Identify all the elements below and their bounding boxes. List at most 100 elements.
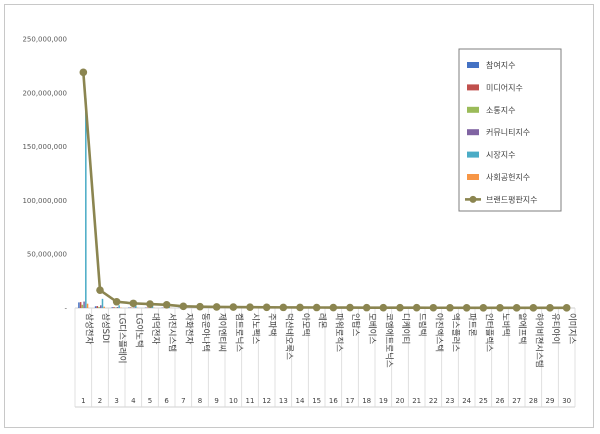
line-point xyxy=(446,303,454,312)
legend-point-swatch xyxy=(469,195,477,203)
category-label: 시노펙스 xyxy=(250,313,261,344)
line-point xyxy=(396,303,404,312)
legend-label: 브랜드평판지수 xyxy=(486,194,538,204)
category-label: 삼성SDI xyxy=(100,313,111,343)
chart-svg: 250,000,000200,000,000150,000,000100,000… xyxy=(22,36,578,408)
bar xyxy=(85,98,87,309)
category-index-label: 13 xyxy=(279,397,288,405)
bar xyxy=(113,307,115,308)
category-index-label: 6 xyxy=(164,397,169,405)
line-point xyxy=(229,303,238,311)
category-index-label: 30 xyxy=(562,397,571,405)
category-label: 하이비젼시스템 xyxy=(533,313,544,368)
y-tick-label: - xyxy=(64,305,67,313)
category-index-label: 22 xyxy=(429,397,438,405)
category-index-label: 16 xyxy=(329,397,338,405)
legend-label: 미디어지수 xyxy=(486,82,523,92)
category-index-label: 19 xyxy=(379,397,388,405)
category-label: 켐트로닉스 xyxy=(233,313,244,352)
category-index-label: 26 xyxy=(496,397,505,405)
legend-swatch xyxy=(467,62,479,68)
bar xyxy=(133,307,135,308)
bar xyxy=(98,306,100,308)
bar xyxy=(81,304,84,308)
line-point xyxy=(479,303,488,312)
category-label: 주파택 xyxy=(267,313,278,336)
category-index-label: 11 xyxy=(246,397,255,405)
y-tick-label: 150,000,000 xyxy=(22,143,67,151)
legend-label: 시장지수 xyxy=(486,150,515,160)
category-index-label: 12 xyxy=(262,397,271,405)
y-tick-label: 50,000,000 xyxy=(27,251,67,259)
legend-swatch xyxy=(467,151,479,158)
legend-label: 참여지수 xyxy=(486,60,515,70)
category-label: 레몬 xyxy=(317,313,327,329)
line-point xyxy=(529,304,538,312)
category-label: 드림텍 xyxy=(417,313,428,336)
category-index-label: 3 xyxy=(114,397,118,405)
category-label: 자화전자 xyxy=(183,313,194,344)
line-point xyxy=(346,303,354,312)
line-point xyxy=(96,286,104,294)
bar xyxy=(103,306,105,308)
legend-label: 소통지수 xyxy=(486,106,515,115)
line-point xyxy=(512,304,521,312)
category-index-label: 23 xyxy=(446,397,455,405)
line-point xyxy=(496,304,504,312)
line-point xyxy=(162,300,171,309)
category-label: 아진엑스텍 xyxy=(433,313,444,352)
bar xyxy=(79,302,82,308)
category-index-label: 21 xyxy=(412,397,421,405)
bar xyxy=(100,305,102,308)
chart-frame: 250,000,000 200,000,000 150,000,000 100,000… xyxy=(4,4,594,428)
legend-swatch xyxy=(467,84,479,91)
bar xyxy=(83,301,85,308)
bar xyxy=(101,298,104,308)
category-index-label: 1 xyxy=(81,397,85,405)
category-label: 아모텍 xyxy=(300,313,311,336)
category-label: 인터플렉스 xyxy=(483,313,494,352)
legend-swatch xyxy=(467,129,479,136)
category-label: 인탑스 xyxy=(350,313,361,337)
category-index-label: 14 xyxy=(296,397,305,405)
bar xyxy=(86,303,89,308)
line-point xyxy=(212,303,221,311)
category-index-label: 15 xyxy=(312,397,321,405)
category-label: 대덕전자 xyxy=(150,313,161,344)
line-point xyxy=(546,304,554,312)
category-label: 이미지스 xyxy=(567,313,578,344)
bar xyxy=(114,307,117,308)
category-index-label: 24 xyxy=(462,397,471,405)
category-index-label: 7 xyxy=(181,397,185,405)
category-index-label: 4 xyxy=(131,397,136,405)
bar xyxy=(116,307,119,308)
line-point xyxy=(312,303,321,312)
line-point xyxy=(329,303,338,312)
category-label: 파트론 xyxy=(467,313,477,337)
bar xyxy=(96,306,99,308)
line-point xyxy=(279,303,288,312)
line-point xyxy=(262,303,271,312)
line-point xyxy=(112,297,121,306)
bar xyxy=(118,305,120,308)
category-index-label: 28 xyxy=(529,397,538,405)
category-label: 서진시스템 xyxy=(167,313,178,352)
category-index-label: 18 xyxy=(362,397,371,405)
y-tick-label: 200,000,000 xyxy=(22,89,67,97)
category-index-label: 5 xyxy=(148,397,152,405)
category-index-label: 29 xyxy=(546,397,555,405)
line-point xyxy=(562,304,571,312)
category-label: 코엠에트로닉스 xyxy=(383,313,394,368)
category-label: 노바텍 xyxy=(500,313,511,336)
bar xyxy=(129,307,132,308)
legend-swatch xyxy=(467,106,479,113)
line-point xyxy=(129,299,138,308)
category-label: 삼성전자 xyxy=(83,313,94,344)
line-point xyxy=(196,302,204,311)
y-tick-label: 100,000,000 xyxy=(22,197,67,205)
category-label: LG이노텍 xyxy=(133,313,144,348)
legend-label: 사회공헌지수 xyxy=(486,173,530,182)
category-index-label: 27 xyxy=(512,397,521,405)
legend-swatch xyxy=(467,174,479,180)
category-index-label: 9 xyxy=(214,397,218,405)
